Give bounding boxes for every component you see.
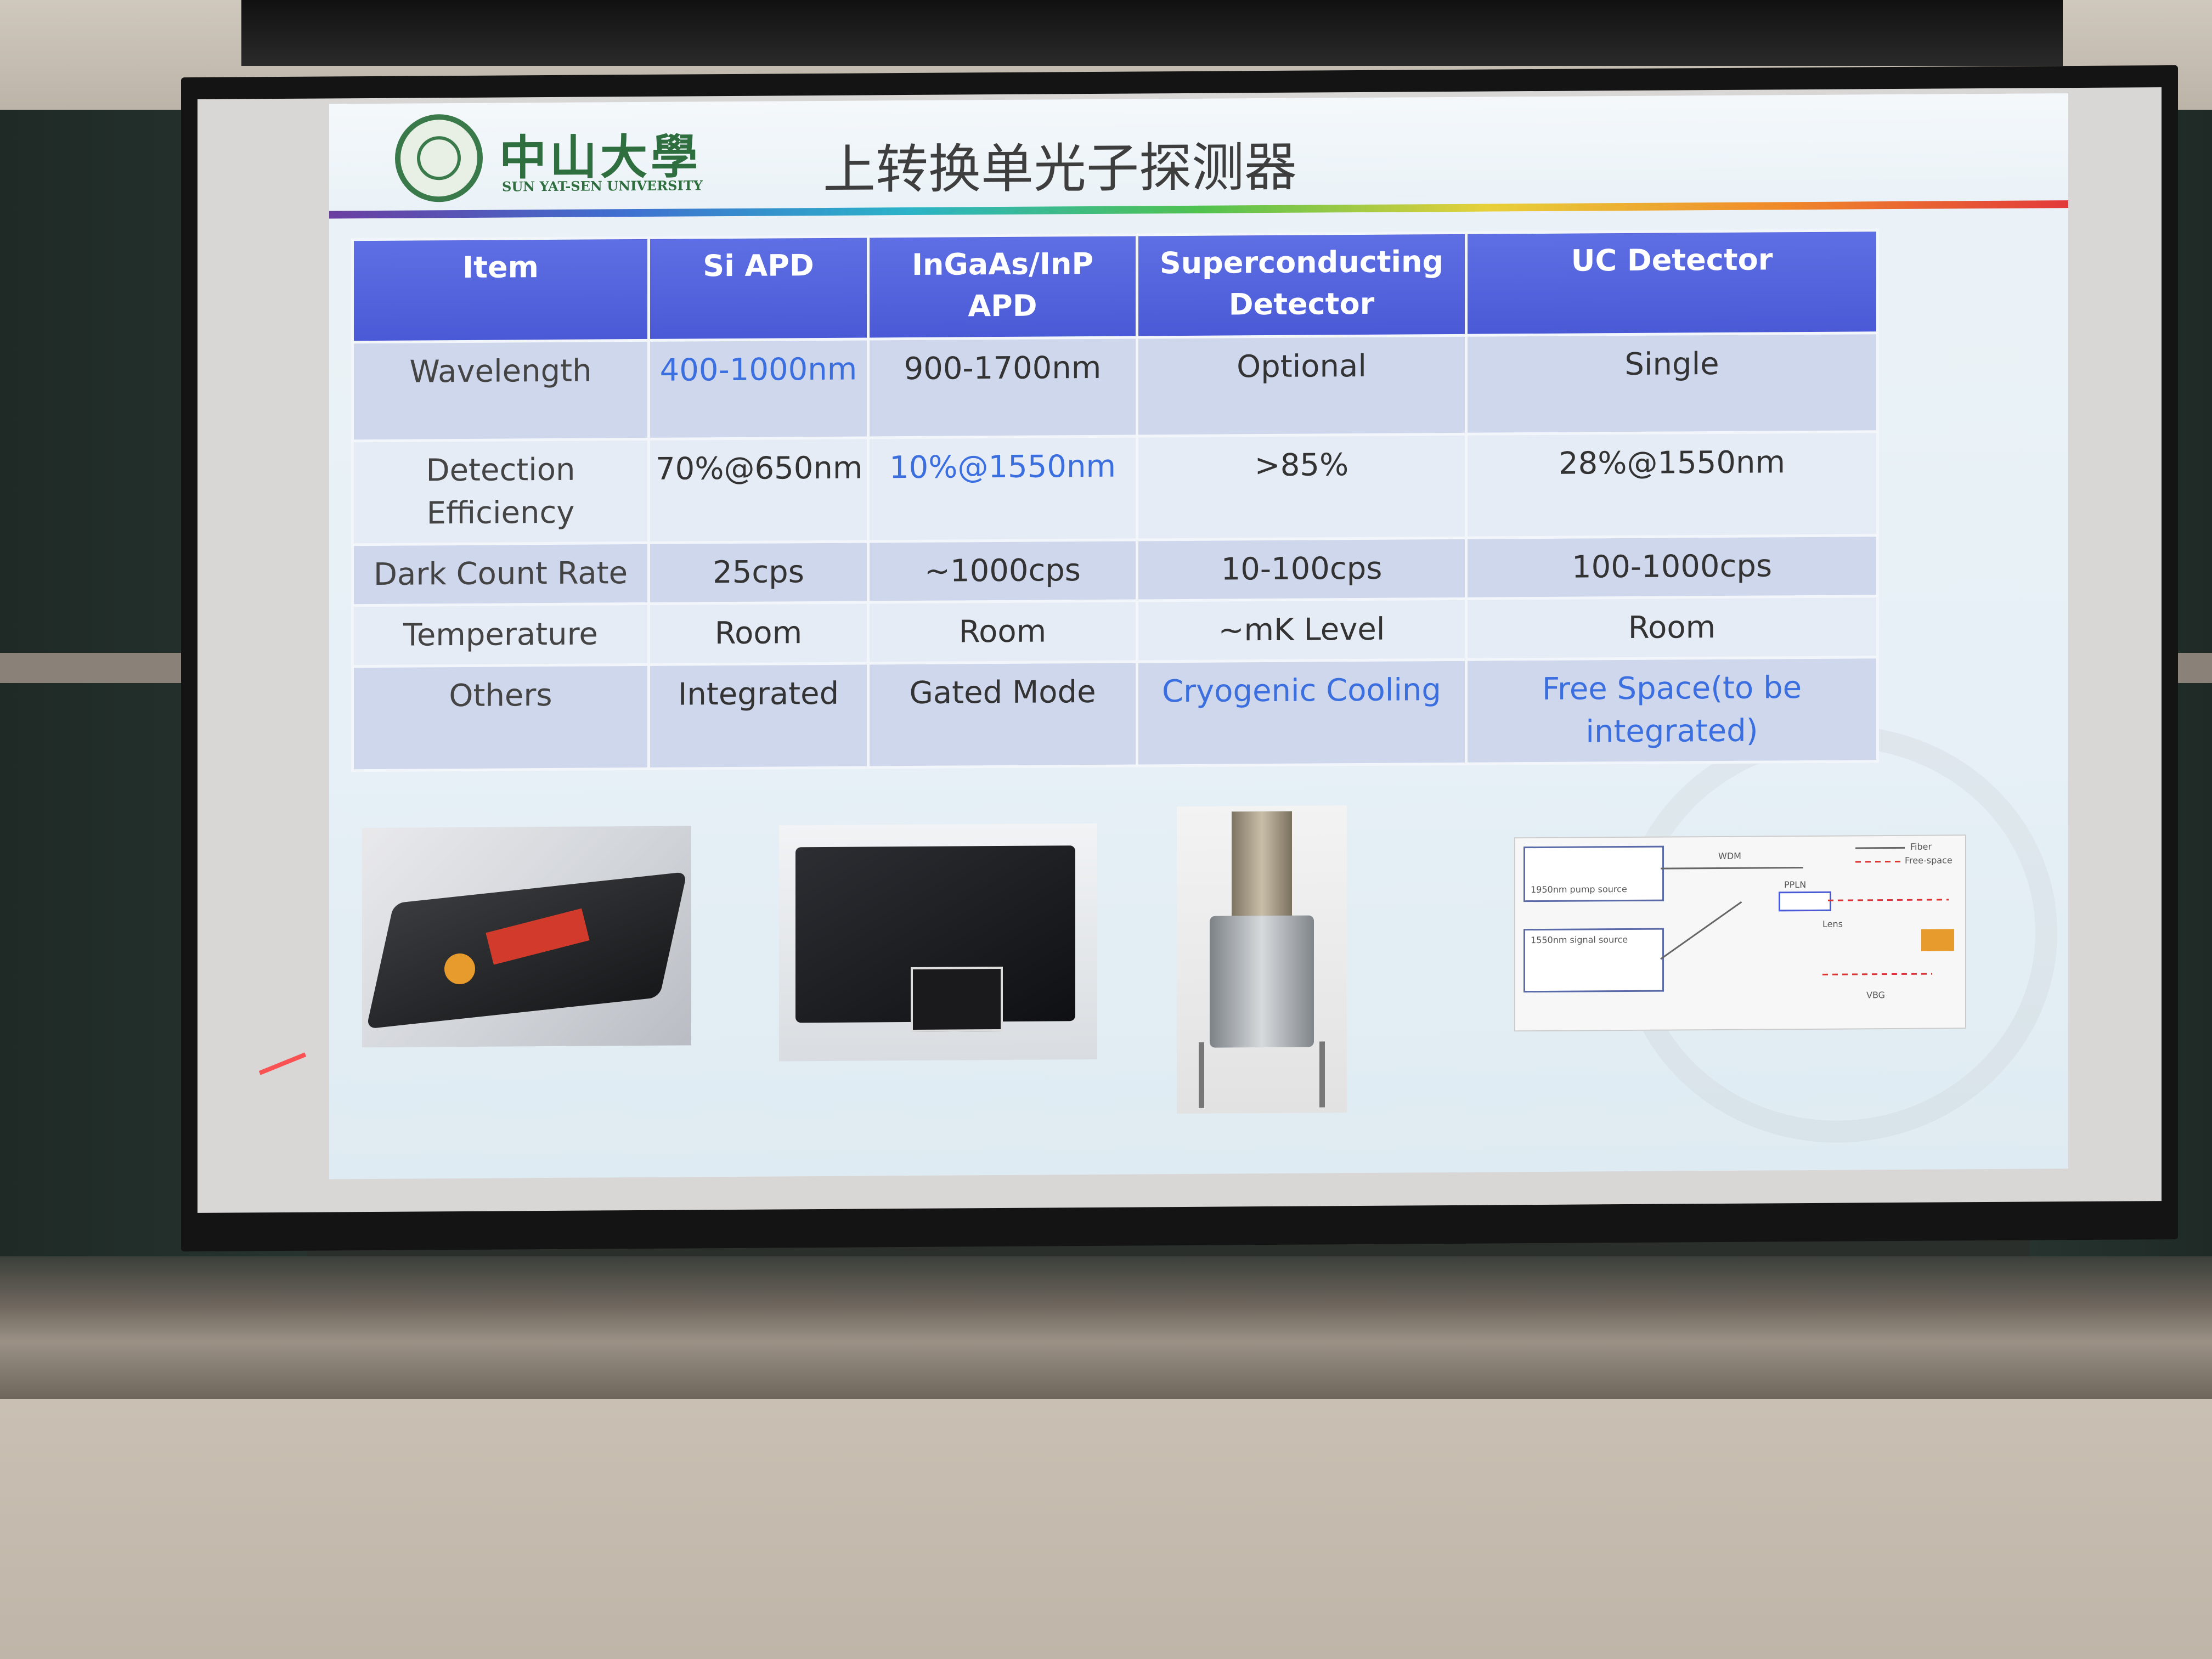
ppln-crystal xyxy=(1779,891,1831,912)
table-cell: Free Space(to be integrated) xyxy=(1466,657,1878,764)
cryostat-leg xyxy=(1199,1042,1204,1108)
cryostat-body xyxy=(1210,915,1314,1048)
fiber-line xyxy=(1661,867,1803,870)
chalkboard-frame xyxy=(0,1256,2212,1399)
row-label: Dark Count Rate xyxy=(352,543,649,606)
comparison-table: Item Si APD InGaAs/InP APD Superconducti… xyxy=(351,229,1878,772)
table-cell: 100-1000cps xyxy=(1466,535,1878,599)
cryostat-top-tube xyxy=(1232,811,1292,922)
table-cell: Room xyxy=(1466,596,1878,660)
fiber-line xyxy=(1660,901,1742,960)
projector-screen-housing xyxy=(241,0,2063,66)
cryostat-photo xyxy=(1177,805,1347,1114)
row-label: Detection Efficiency xyxy=(352,439,649,545)
table-cell: >85% xyxy=(1137,434,1466,540)
header-superconducting: Superconducting Detector xyxy=(1137,233,1466,337)
free-space-beam xyxy=(1822,973,1932,975)
table-row: Others Integrated Gated Mode Cryogenic C… xyxy=(352,657,1878,771)
uc-detector-setup-diagram: 1950nm pump source 1550nm signal source … xyxy=(1514,834,1966,1032)
table-header-row: Item Si APD InGaAs/InP APD Superconducti… xyxy=(352,230,1878,342)
legend-free-space-line xyxy=(1855,860,1905,863)
header-ingaas-apd: InGaAs/InP APD xyxy=(868,234,1137,339)
table-row: Wavelength 400-1000nm 900-1700nm Optiona… xyxy=(352,332,1878,441)
header-uc-detector: UC Detector xyxy=(1466,230,1878,336)
table-cell: 900-1700nm xyxy=(868,337,1137,438)
row-label: Temperature xyxy=(352,603,649,667)
chalk-rail-left xyxy=(0,653,208,683)
table-cell: ~mK Level xyxy=(1137,599,1466,662)
table-cell: 10-100cps xyxy=(1137,538,1466,601)
table-cell: Room xyxy=(648,602,868,665)
table-cell: 25cps xyxy=(648,541,868,604)
free-space-beam xyxy=(1828,899,1949,901)
university-logo: 中山大學 SUN YAT-SEN UNIVERSITY xyxy=(395,112,735,202)
table-cell: Integrated xyxy=(648,663,868,769)
slide-header: 中山大學 SUN YAT-SEN UNIVERSITY 上转换单光子探测器 xyxy=(329,93,2068,214)
table-cell: 10%@1550nm xyxy=(868,436,1137,541)
table-cell: 400-1000nm xyxy=(648,338,868,439)
table-cell: 28%@1550nm xyxy=(1466,431,1878,538)
wdm-label: WDM xyxy=(1718,850,1741,862)
table-row: Detection Efficiency 70%@650nm 10%@1550n… xyxy=(352,431,1878,545)
ingaas-front-panel xyxy=(911,966,1003,1032)
signal-label: 1550nm signal source xyxy=(1531,934,1628,946)
si-apd-module-photo xyxy=(362,826,691,1048)
row-label: Others xyxy=(352,664,649,771)
detector-block xyxy=(1921,929,1954,951)
slide: 中山大學 SUN YAT-SEN UNIVERSITY 上转换单光子探测器 It… xyxy=(329,93,2068,1180)
table-cell: Optional xyxy=(1137,335,1466,436)
screen-surface: 中山大學 SUN YAT-SEN UNIVERSITY 上转换单光子探测器 It… xyxy=(198,87,2162,1213)
table-row: Temperature Room Room ~mK Level Room xyxy=(352,596,1878,667)
lens-label: Lens xyxy=(1822,918,1843,929)
pump-label: 1950nm pump source xyxy=(1531,884,1627,895)
pump-source-box: 1950nm pump source xyxy=(1523,845,1664,902)
table-cell: ~1000cps xyxy=(868,539,1137,602)
legend-fiber: Fiber xyxy=(1910,841,1932,852)
table-cell: Gated Mode xyxy=(868,661,1137,768)
table-cell: Room xyxy=(868,600,1137,663)
table-row: Dark Count Rate 25cps ~1000cps 10-100cps… xyxy=(352,535,1878,606)
signal-source-box: 1550nm signal source xyxy=(1523,928,1664,993)
legend-fiber-line xyxy=(1855,847,1905,849)
table-cell: Cryogenic Cooling xyxy=(1137,659,1466,766)
legend-free-space: Free-space xyxy=(1905,855,1953,866)
vbg-label: VBG xyxy=(1866,990,1886,1001)
ppln-label: PPLN xyxy=(1784,879,1807,890)
apd-connector xyxy=(444,953,475,985)
header-si-apd: Si APD xyxy=(648,236,868,341)
table-cell: Single xyxy=(1466,332,1878,435)
row-label: Wavelength xyxy=(352,340,649,441)
table-cell: 70%@650nm xyxy=(648,437,868,543)
logo-english-name: SUN YAT-SEN UNIVERSITY xyxy=(502,177,703,195)
header-item: Item xyxy=(352,238,649,342)
ingaas-apd-box-photo xyxy=(779,823,1097,1062)
wall-lower xyxy=(0,1399,2212,1659)
slide-title: 上转换单光子探测器 xyxy=(823,136,1297,201)
university-seal-icon xyxy=(395,114,483,202)
projector-screen: 中山大學 SUN YAT-SEN UNIVERSITY 上转换单光子探测器 It… xyxy=(181,65,2178,1252)
cryostat-leg xyxy=(1319,1041,1325,1108)
